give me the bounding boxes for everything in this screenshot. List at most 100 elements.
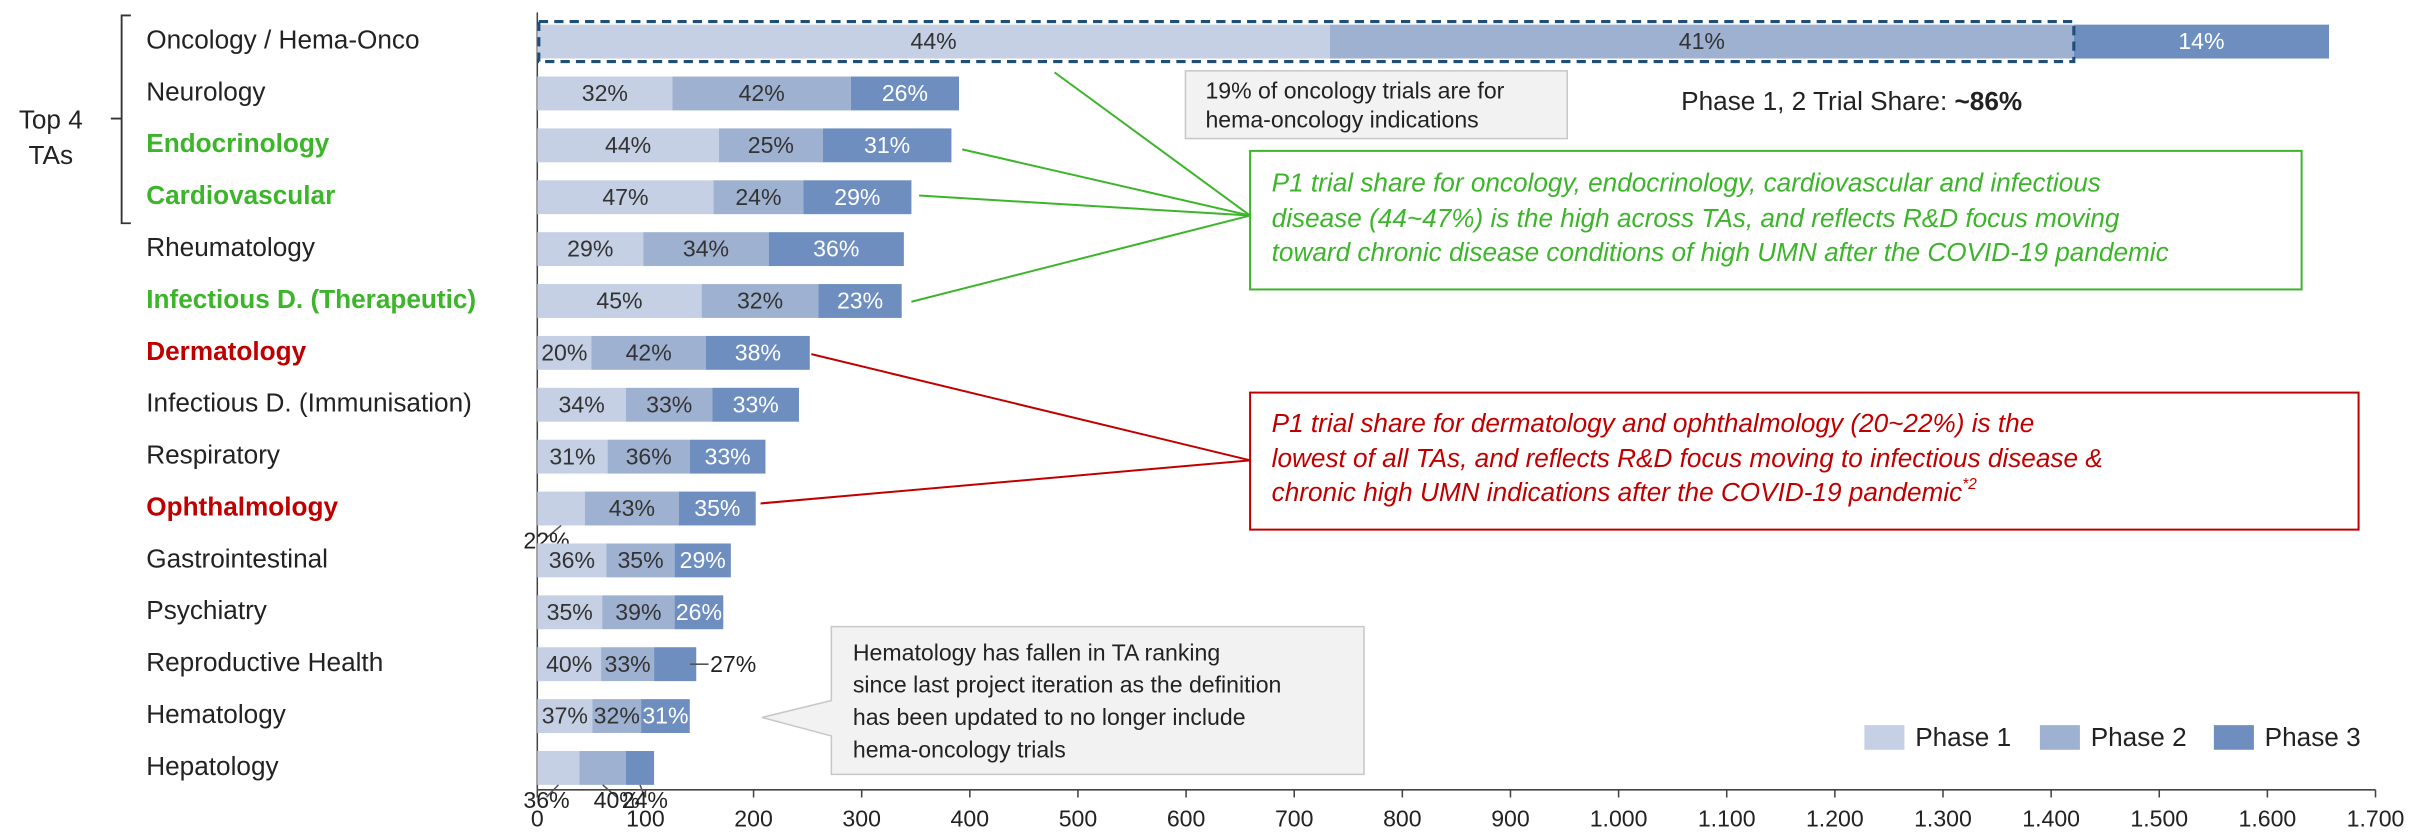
x-tick-label: 1.700: [2347, 806, 2405, 832]
share-label: 36%: [813, 236, 859, 262]
leader-line: [602, 784, 618, 798]
note-text: Hematology has fallen in TA ranking: [853, 639, 1220, 665]
category-label: Oncology / Hema-Onco: [146, 24, 419, 54]
category-label: Reproductive Health: [146, 647, 383, 677]
category-label: Respiratory: [146, 440, 281, 470]
bar-segment: [606, 543, 675, 578]
category-label: Rheumatology: [146, 232, 316, 262]
x-tick-label: 700: [1275, 806, 1314, 832]
category-label: Ophthalmology: [146, 491, 338, 521]
share-label: 38%: [735, 340, 781, 366]
bar-segment: [625, 387, 713, 422]
bar-segment: [592, 699, 642, 733]
red-note-text: P1 trial share for dermatology and ophth…: [1272, 408, 2035, 438]
bar-segment: [674, 543, 731, 578]
share-label: 35%: [694, 495, 740, 521]
x-tick-label: 800: [1383, 806, 1422, 832]
bar-segment: [705, 335, 810, 370]
category-label: Dermatology: [146, 336, 306, 366]
share-label: 31%: [642, 703, 688, 729]
bar-segment: [818, 284, 902, 318]
share-label: 44%: [605, 132, 651, 158]
x-tick-label: 400: [951, 806, 990, 832]
bracket: [110, 14, 131, 225]
bar-segment: [602, 595, 675, 630]
bar-segment: [537, 647, 602, 682]
bar-segment: [537, 387, 626, 422]
leader-line: [546, 524, 562, 539]
bar-segment: [674, 595, 724, 630]
legend-label: Phase 3: [2265, 722, 2361, 752]
bar-segment: [701, 284, 819, 318]
bar-segment: [537, 595, 603, 630]
share-label: 33%: [733, 391, 779, 417]
note-text: hema-oncology trials: [853, 736, 1066, 762]
x-tick-label: 600: [1167, 806, 1206, 832]
bar-segment: [625, 751, 655, 785]
share-label: 26%: [882, 80, 928, 106]
share-label: 36%: [549, 547, 595, 573]
bar-segment: [672, 76, 851, 111]
trial-share: Phase 1, 2 Trial Share: ~86%: [1681, 86, 2022, 116]
share-label: 24%: [735, 184, 781, 210]
share-label: 35%: [547, 599, 593, 625]
share-label: 26%: [676, 599, 722, 625]
share-label: 42%: [626, 340, 672, 366]
note-text: since last project iteration as the defi…: [853, 672, 1281, 698]
share-label: 40%: [594, 787, 640, 813]
legend-label: Phase 1: [1915, 722, 2011, 752]
share-label: 29%: [834, 184, 880, 210]
bar-segment: [718, 128, 823, 163]
category-label: Infectious D. (Immunisation): [146, 388, 472, 418]
bar-segment: [1329, 24, 2074, 59]
red-note-box: [1249, 391, 2360, 531]
share-label: 36%: [626, 443, 672, 469]
x-tick-label: 1.200: [1806, 806, 1864, 832]
share-label: 29%: [567, 236, 613, 262]
category-label: Neurology: [146, 76, 266, 106]
x-tick-label: 1.600: [2238, 806, 2296, 832]
bar-segment: [537, 491, 585, 526]
bar-segment: [689, 439, 766, 474]
note-box: [1184, 70, 1569, 140]
bar-segment: [537, 232, 644, 267]
note-text: hema-oncology indications: [1205, 107, 1478, 133]
category-label: Gastrointestinal: [146, 543, 328, 573]
bar-segment: [803, 180, 912, 215]
share-label: 43%: [609, 495, 655, 521]
bar-segment: [591, 335, 706, 370]
share-label: 29%: [680, 547, 726, 573]
share-label: 32%: [737, 288, 783, 314]
share-label: 42%: [739, 80, 785, 106]
x-tick-label: 200: [734, 806, 773, 832]
bar-segment: [654, 647, 697, 682]
x-tick-label: 1.400: [2022, 806, 2080, 832]
bar-segment: [537, 128, 719, 163]
share-label: 34%: [559, 391, 605, 417]
green-note-box: [1249, 149, 2303, 291]
bar-segment: [537, 751, 580, 785]
red-note-text: chronic high UMN indications after the C…: [1272, 476, 1978, 507]
bar-segment: [537, 180, 714, 215]
group-label: Top 4: [19, 105, 83, 135]
x-tick-label: 500: [1059, 806, 1098, 832]
group-label: TAs: [29, 140, 74, 170]
x-tick-label: 1.000: [1590, 806, 1648, 832]
bar-segment: [537, 543, 607, 578]
x-tick-label: 900: [1491, 806, 1530, 832]
legend-swatch: [2213, 725, 2254, 750]
share-label: 44%: [910, 28, 956, 54]
bar-segment: [850, 76, 960, 111]
bar-segment: [537, 284, 702, 318]
category-label: Infectious D. (Therapeutic): [146, 284, 476, 314]
note-text: 19% of oncology trials are for: [1205, 77, 1504, 103]
leader-line: [545, 784, 559, 798]
x-tick-label: 300: [842, 806, 881, 832]
share-label: 31%: [864, 132, 910, 158]
share-label: 24%: [622, 787, 668, 813]
bar-segment: [641, 699, 690, 733]
share-label: 39%: [615, 599, 661, 625]
leader-line: [639, 784, 646, 798]
bar-segment: [712, 387, 799, 422]
